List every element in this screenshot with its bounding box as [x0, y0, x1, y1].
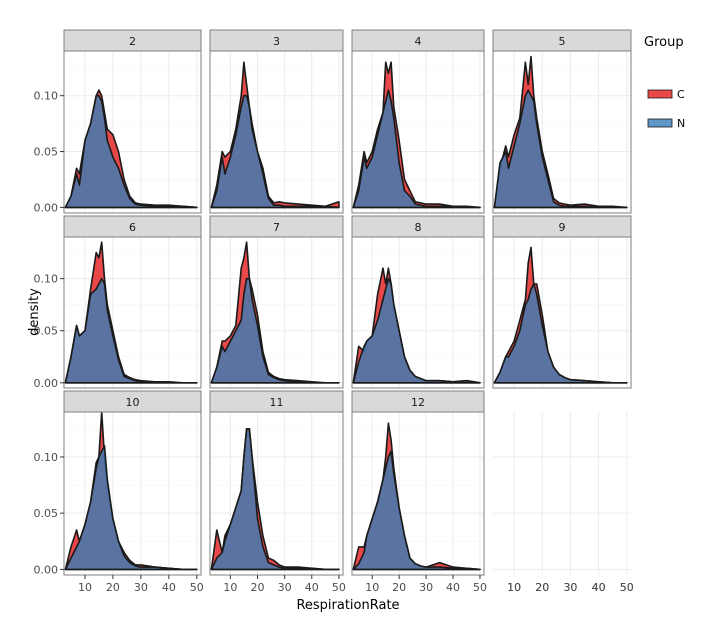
empty-panel: [493, 412, 631, 575]
x-tick-label: 40: [592, 581, 606, 594]
legend: Group C N: [644, 35, 685, 130]
x-tick-label: 50: [190, 581, 204, 594]
facet-panel-3: 3: [209, 29, 344, 214]
legend-key-c: [647, 89, 673, 99]
facet-panel-8: 8: [351, 215, 485, 389]
x-tick-label: 50: [620, 581, 634, 594]
x-tick-label: 30: [134, 581, 148, 594]
x-tick-label: 40: [446, 581, 460, 594]
facet-panel-7: 7: [209, 215, 344, 389]
panel-border: [351, 50, 485, 214]
density-area-n: [352, 450, 481, 571]
x-tick-label: 40: [162, 581, 176, 594]
x-tick-label: 10: [507, 581, 521, 594]
facet-strip-label: 6: [129, 221, 136, 234]
x-tick-label: 10: [507, 581, 521, 594]
facet-strip-label: 7: [273, 221, 280, 234]
axes: 0.00 0.05 0.10 0.00 0.05 0.10 10 20 30 40 50 0.00 0.…: [34, 90, 634, 594]
y-tick-label: 0.10: [34, 90, 59, 103]
density-area-n: [64, 94, 198, 209]
facet-panel-12: 12: [351, 390, 485, 576]
y-tick-label: 0.10: [34, 273, 59, 286]
x-tick-label: 10: [223, 581, 237, 594]
panel-border: [209, 411, 344, 576]
x-tick-label: 40: [305, 581, 319, 594]
facet-strip-label: 4: [415, 35, 422, 48]
panel-border: [351, 236, 485, 389]
facet-panel-11: 11: [209, 390, 344, 576]
x-tick-label: 50: [620, 581, 634, 594]
density-area-n: [352, 277, 481, 384]
x-tick-label: 20: [106, 581, 120, 594]
panel-border: [492, 236, 632, 389]
x-tick-label: 30: [563, 581, 577, 594]
panel-border: [209, 236, 344, 389]
x-tick-label: 20: [535, 581, 549, 594]
panel-border: [351, 411, 485, 576]
density-area-n: [210, 94, 340, 209]
facet-strip-label: 5: [559, 35, 566, 48]
y-tick-label: 0.00: [34, 201, 59, 214]
facet-panel-10: 10: [63, 390, 202, 576]
panel-border: [209, 50, 344, 214]
facet-panel-4: 4: [351, 29, 485, 214]
facet-strip-label: 10: [126, 396, 140, 409]
panel-border: [63, 50, 202, 214]
y-tick-label: 0.05: [34, 507, 59, 520]
y-tick-label: 0.10: [34, 451, 59, 464]
legend-label-n: N: [677, 117, 685, 130]
x-tick-label: 20: [392, 581, 406, 594]
legend-key-n: [647, 118, 673, 128]
density-area-n: [352, 89, 481, 209]
x-tick-label: 30: [563, 581, 577, 594]
x-tick-label: 20: [251, 581, 265, 594]
facet-strip-label: 3: [273, 35, 280, 48]
x-tick-label: 30: [419, 581, 433, 594]
x-tick-label: 40: [592, 581, 606, 594]
facet-panel-2: 2: [63, 29, 202, 214]
panel-border: [492, 50, 632, 214]
facet-strip-label: 11: [270, 396, 284, 409]
density-area-n: [210, 428, 340, 571]
density-area-n: [64, 277, 198, 384]
x-tick-label: 50: [473, 581, 487, 594]
facet-panel-5: 5: [492, 29, 632, 214]
y-tick-label: 0.05: [34, 146, 59, 159]
y-tick-label: 0.05: [34, 325, 59, 338]
y-tick-label: 0.00: [34, 377, 59, 390]
legend-label-c: C: [677, 88, 685, 101]
facet-panel-6: 6: [63, 215, 202, 389]
y-axis-title: density: [27, 288, 42, 336]
x-tick-label: 10: [365, 581, 379, 594]
density-area-n: [210, 277, 340, 384]
density-area-n: [493, 283, 628, 384]
legend-title: Group: [644, 35, 684, 50]
x-tick-label: 30: [278, 581, 292, 594]
facet-strip-label: 8: [415, 221, 422, 234]
x-axis-title: RespirationRate: [296, 598, 399, 613]
facet-strip-label: 2: [129, 35, 136, 48]
facet-strip-label: 9: [559, 221, 566, 234]
x-tick-label: 50: [332, 581, 346, 594]
facet-strip-label: 12: [411, 396, 425, 409]
x-tick-label: 10: [78, 581, 92, 594]
panel-border: [63, 411, 202, 576]
panel-border: [63, 236, 202, 389]
y-tick-label: 0.00: [34, 563, 59, 576]
facet-panel-9: 9: [492, 215, 632, 389]
density-area-n: [493, 89, 628, 209]
density-area-n: [64, 444, 198, 571]
facet-panels: 2 3 4 5 6 7 8 9 10 11 12: [63, 29, 632, 576]
x-tick-label: 20: [535, 581, 549, 594]
